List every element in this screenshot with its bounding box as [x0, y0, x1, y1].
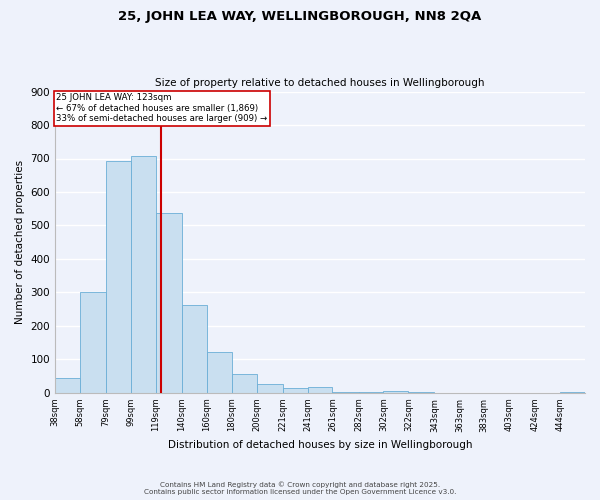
- Bar: [207, 352, 232, 393]
- Bar: [383, 392, 409, 393]
- Bar: [106, 161, 131, 393]
- Text: Contains HM Land Registry data © Crown copyright and database right 2025.
Contai: Contains HM Land Registry data © Crown c…: [144, 482, 456, 495]
- Bar: [308, 387, 332, 393]
- Bar: [332, 392, 359, 393]
- Y-axis label: Number of detached properties: Number of detached properties: [15, 160, 25, 324]
- Bar: [257, 384, 283, 393]
- Bar: [156, 213, 182, 393]
- Bar: [80, 292, 106, 393]
- Bar: [560, 392, 585, 393]
- Bar: [55, 378, 80, 393]
- Text: 25 JOHN LEA WAY: 123sqm
← 67% of detached houses are smaller (1,869)
33% of semi: 25 JOHN LEA WAY: 123sqm ← 67% of detache…: [56, 93, 268, 123]
- Title: Size of property relative to detached houses in Wellingborough: Size of property relative to detached ho…: [155, 78, 485, 88]
- Bar: [283, 388, 308, 393]
- Bar: [131, 156, 156, 393]
- X-axis label: Distribution of detached houses by size in Wellingborough: Distribution of detached houses by size …: [168, 440, 472, 450]
- Bar: [182, 305, 207, 393]
- Bar: [232, 374, 257, 393]
- Text: 25, JOHN LEA WAY, WELLINGBOROUGH, NN8 2QA: 25, JOHN LEA WAY, WELLINGBOROUGH, NN8 2Q…: [118, 10, 482, 23]
- Bar: [359, 392, 383, 393]
